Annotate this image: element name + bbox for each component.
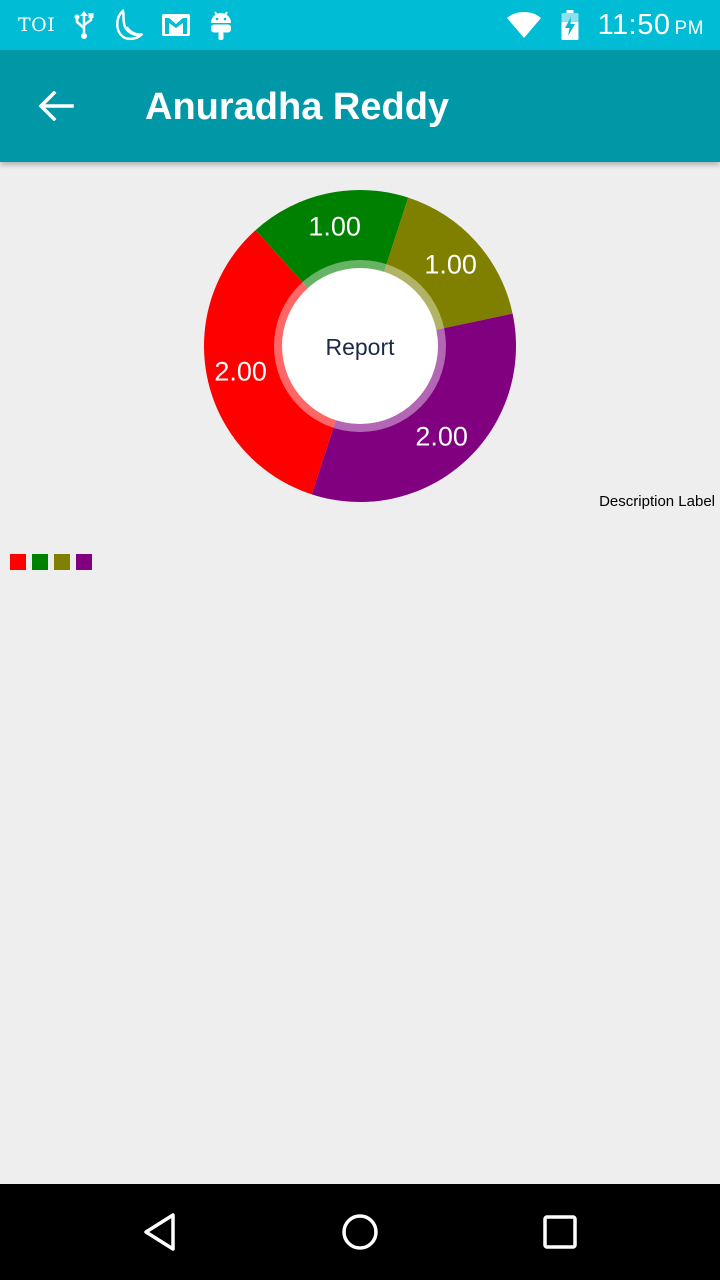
- donut-chart[interactable]: 2.00 1.00 1.00 2.00 Report: [0, 162, 720, 522]
- back-button[interactable]: [20, 70, 92, 142]
- legend-swatch-2: [54, 554, 70, 570]
- status-bar-left: TOI: [18, 0, 233, 50]
- chart-legend: [10, 554, 92, 570]
- donut-labels: 2.00 1.00 1.00 2.00: [214, 212, 477, 452]
- status-bar: TOI: [0, 0, 720, 50]
- battery-charging-icon: [560, 9, 580, 41]
- navigation-bar: [0, 1184, 720, 1280]
- donut-slice-label-2: 1.00: [424, 249, 477, 279]
- status-bar-right: 11:50 PM: [506, 0, 704, 50]
- home-circle-icon: [342, 1214, 378, 1250]
- clock-ampm: PM: [674, 17, 704, 39]
- toi-notification-text: TOI: [18, 14, 56, 36]
- page-title: Anuradha Reddy: [145, 86, 450, 128]
- nav-back-button[interactable]: [130, 1202, 190, 1262]
- usb-icon: [73, 10, 95, 40]
- description-label: Description Label: [599, 493, 715, 510]
- back-triangle-icon: [144, 1213, 175, 1251]
- legend-swatch-1: [32, 554, 48, 570]
- donut-slice-label-1: 1.00: [308, 212, 361, 242]
- donut-slice-0[interactable]: [204, 230, 360, 495]
- donut-center-text: Report: [325, 334, 395, 360]
- nav-home-button[interactable]: [330, 1202, 390, 1262]
- legend-swatch-0: [10, 554, 26, 570]
- nav-recents-button[interactable]: [530, 1202, 590, 1262]
- wifi-icon: [506, 11, 542, 39]
- gmail-icon: [161, 13, 191, 37]
- arrow-left-icon: [38, 91, 74, 121]
- legend-swatch-3: [76, 554, 92, 570]
- moon-icon: [113, 9, 144, 41]
- status-clock: 11:50 PM: [598, 9, 704, 42]
- recents-square-icon: [543, 1215, 577, 1249]
- android-icon: [209, 9, 233, 41]
- chart-area: 2.00 1.00 1.00 2.00 Report Description Labe…: [0, 162, 720, 582]
- donut-hole: [282, 268, 438, 424]
- donut-slice-label-3: 2.00: [415, 422, 468, 452]
- app-bar: Anuradha Reddy: [0, 50, 720, 162]
- donut-slice-label-0: 2.00: [214, 356, 267, 386]
- clock-time: 11:50: [597, 8, 671, 41]
